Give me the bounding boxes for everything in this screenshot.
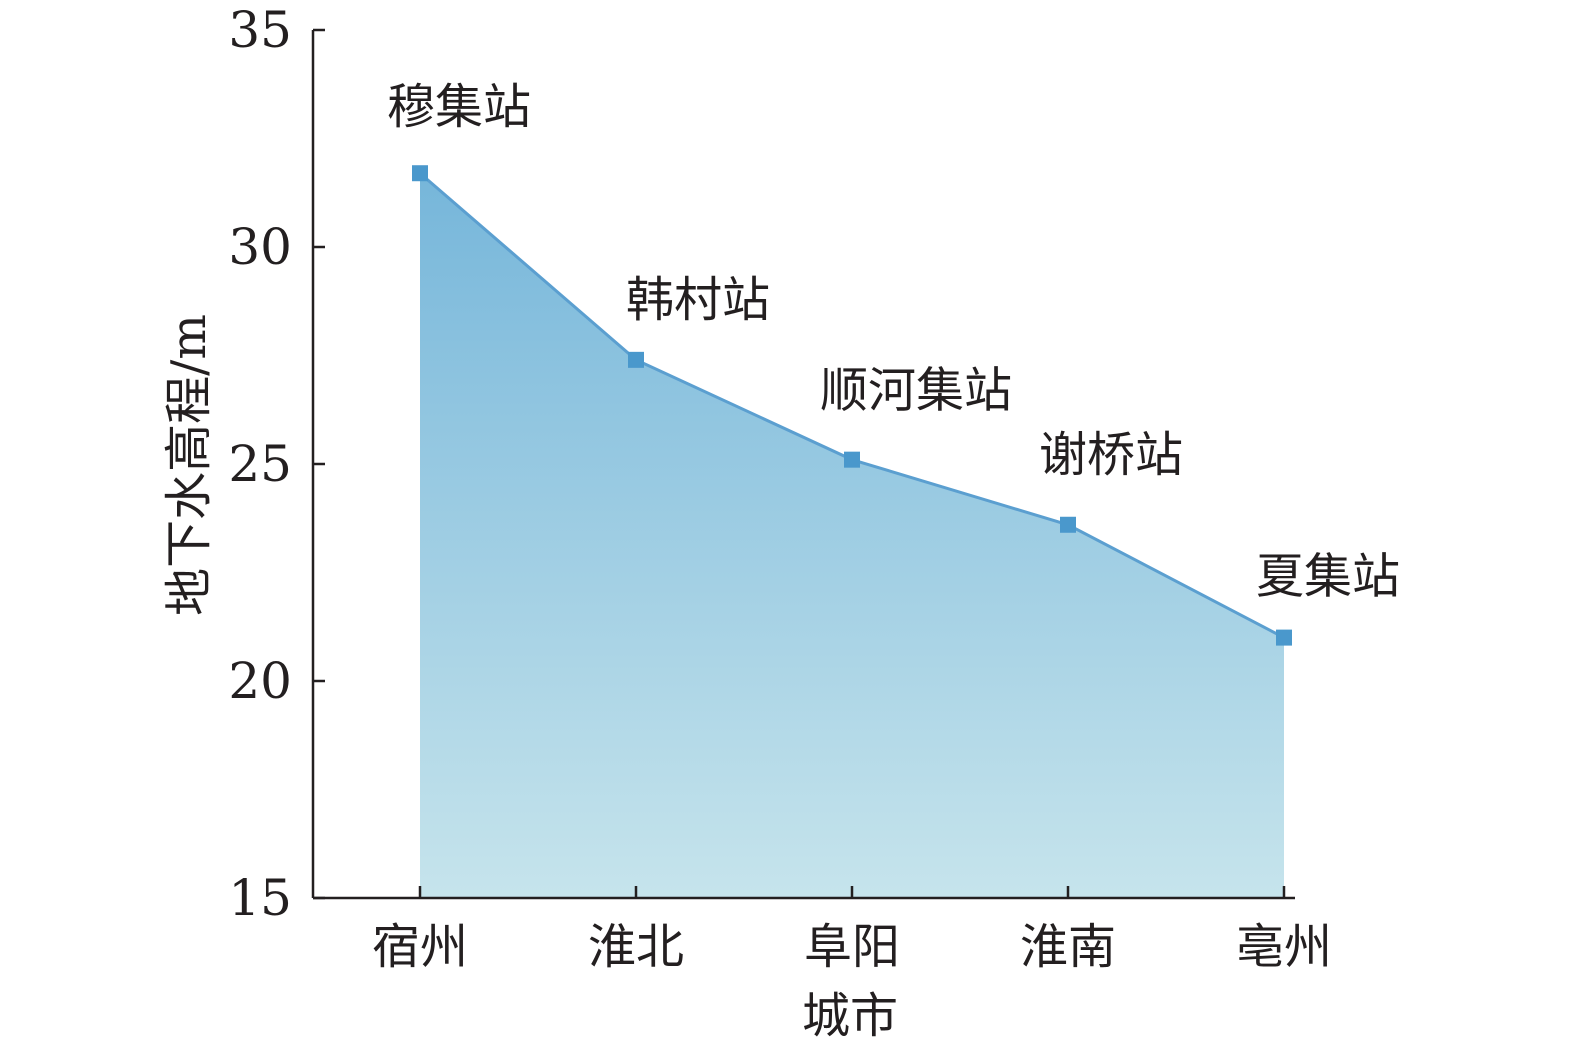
- x-tick-label: 阜阳: [804, 919, 900, 975]
- x-tick-label: 亳州: [1236, 919, 1332, 975]
- x-tick-label: 宿州: [372, 919, 468, 975]
- x-tick-label: 淮南: [1020, 919, 1116, 975]
- y-tick-label: 20: [228, 652, 292, 710]
- y-tick-label: 35: [228, 1, 292, 59]
- area-layer: [420, 173, 1284, 899]
- station-label: 谢桥站: [1039, 427, 1183, 483]
- series-layer: [412, 165, 1292, 646]
- axes: 15 20 25 30 35 宿州 淮北 阜阳 淮南 亳州: [228, 1, 1332, 975]
- x-axis-title: 城市: [802, 988, 898, 1044]
- y-tick-label: 25: [228, 435, 292, 493]
- data-point-marker: [628, 351, 644, 368]
- y-tick-label: 30: [228, 218, 292, 276]
- data-point-marker: [1060, 516, 1076, 533]
- y-axis-title: 地下水高程/m: [161, 314, 217, 616]
- station-label: 夏集站: [1256, 549, 1400, 605]
- station-label: 穆集站: [387, 79, 531, 135]
- data-point-marker: [1276, 629, 1292, 646]
- area-fill: [420, 173, 1284, 899]
- data-point-marker: [844, 451, 860, 468]
- station-label: 韩村站: [626, 272, 770, 328]
- station-label: 顺河集站: [820, 363, 1012, 419]
- y-tick-label: 15: [228, 869, 292, 927]
- data-point-marker: [412, 165, 428, 182]
- x-tick-label: 淮北: [588, 919, 684, 975]
